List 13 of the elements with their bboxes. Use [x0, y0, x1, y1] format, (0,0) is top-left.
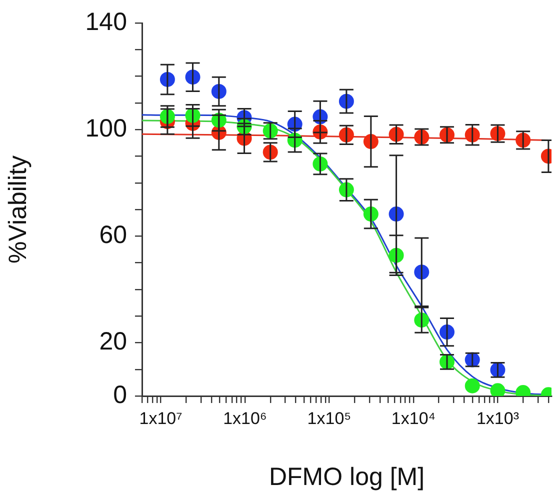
- x-tick-label: 1x10⁶: [223, 408, 267, 428]
- y-axis-title: %Viability: [4, 155, 32, 264]
- y-tick-label: 140: [85, 8, 127, 36]
- x-tick-label: 1x10³: [476, 408, 520, 428]
- y-tick-label: 100: [85, 114, 127, 142]
- y-tick-label: 0: [113, 380, 127, 409]
- y-tick-label: 20: [99, 328, 127, 356]
- x-tick-label: 1x10⁷: [139, 408, 182, 428]
- x-axis-title: DFMO log [M]: [268, 462, 425, 491]
- x-tick-label: 1x10⁴: [391, 408, 436, 428]
- point: [464, 378, 480, 394]
- y-tick-label: 60: [99, 221, 127, 250]
- x-tick-label: 1x10⁵: [307, 408, 352, 428]
